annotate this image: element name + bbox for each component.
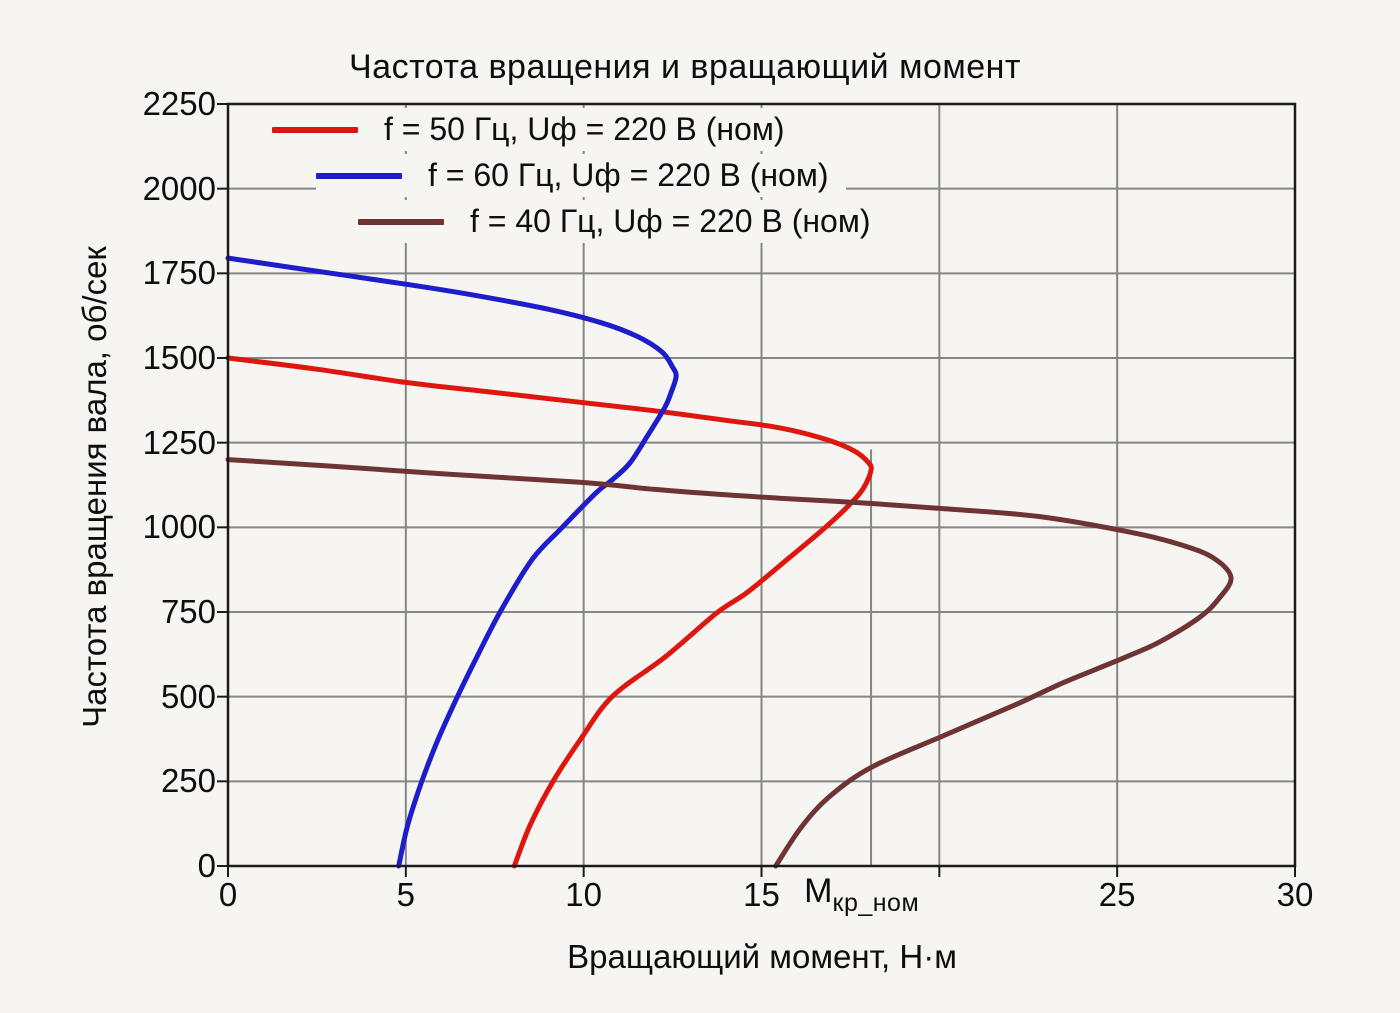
x-tick-label: 10 — [565, 876, 603, 913]
chart-title: Частота вращения и вращающий момент — [349, 48, 1021, 86]
y-tick-label: 250 — [160, 762, 216, 800]
x-tick-label: 5 — [396, 876, 415, 913]
x-tick-label: 0 — [218, 876, 238, 913]
y-tick-label: 1500 — [142, 339, 216, 376]
legend-line-50hz-icon — [272, 126, 358, 133]
y-axis-label: Частота вращения вала, об/сек — [76, 246, 113, 728]
x-tick-label: 15 — [743, 876, 780, 913]
legend-line-60hz-icon — [316, 172, 402, 179]
legend-label-40hz: f = 40 Гц, Uф = 220 В (ном) — [470, 203, 871, 239]
critical-torque-annotation: Мкр_ном — [804, 872, 919, 917]
y-tick-label: 0 — [197, 847, 216, 884]
legend-line-40hz-icon — [358, 218, 444, 225]
curve-series-1 — [225, 255, 679, 869]
y-tick-label: 1750 — [142, 254, 216, 292]
legend-item-60hz: f = 60 Гц, Uф = 220 В (ном) — [316, 154, 847, 197]
x-tick-label: 25 — [1098, 876, 1136, 913]
x-tick-label: 30 — [1276, 876, 1314, 913]
curve-series-2 — [225, 457, 1234, 869]
y-tick-label: 1000 — [142, 508, 216, 546]
y-tick-label: 500 — [160, 677, 216, 715]
y-tick-label: 2250 — [142, 85, 216, 122]
x-axis-label: Вращающий момент, Н·м — [567, 938, 957, 975]
annotation-main: М — [804, 872, 833, 910]
y-tick-label: 2000 — [142, 169, 216, 207]
legend-label-60hz: f = 60 Гц, Uф = 220 В (ном) — [428, 157, 829, 193]
legend-item-40hz: f = 40 Гц, Uф = 220 В (ном) — [358, 200, 889, 243]
y-tick-label: 1250 — [142, 423, 216, 461]
annotation-subscript: кр_ном — [832, 889, 920, 917]
legend-item-50hz: f = 50 Гц, Uф = 220 В (ном) — [272, 108, 803, 151]
legend-label-50hz: f = 50 Гц, Uф = 220 В (ном) — [384, 111, 785, 147]
curve-series-0 — [225, 355, 874, 869]
y-tick-label: 750 — [160, 593, 216, 630]
legend: f = 50 Гц, Uф = 220 В (ном) f = 60 Гц, U… — [272, 108, 889, 246]
